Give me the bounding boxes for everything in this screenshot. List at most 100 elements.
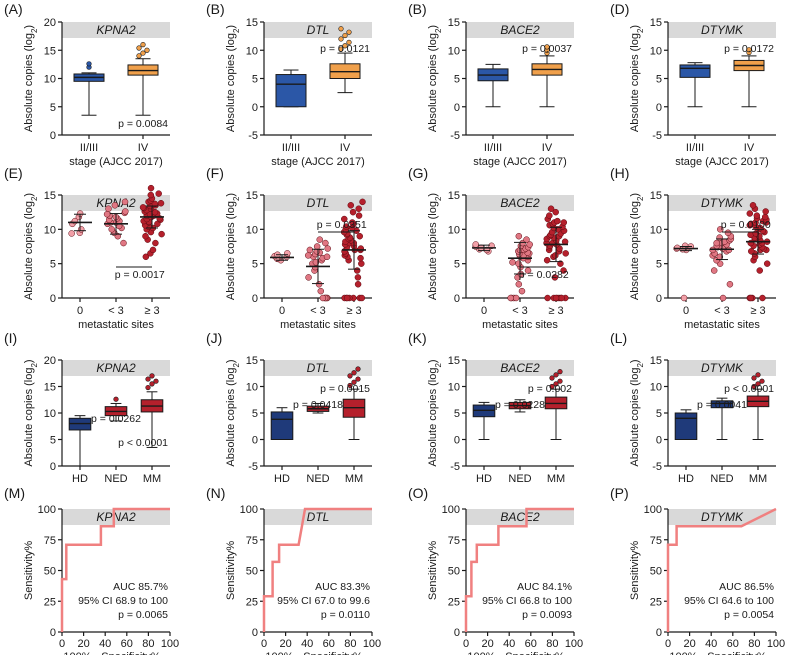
box-ned bbox=[306, 402, 330, 414]
outlier-point bbox=[759, 378, 765, 384]
x-tick-label: II/III bbox=[80, 142, 98, 154]
x-tick-label: MM bbox=[345, 473, 363, 485]
gene-name: DTL bbox=[307, 196, 330, 210]
y-tick-label: 0 bbox=[656, 293, 662, 305]
data-point bbox=[749, 202, 757, 209]
x-tick-label: 100 bbox=[767, 638, 785, 650]
x-tick-label: HD bbox=[678, 473, 694, 485]
y-tick-label: 15 bbox=[44, 190, 56, 202]
y-tick-label: 0 bbox=[50, 293, 56, 305]
data-point bbox=[512, 294, 520, 302]
p-value: p = 0.0121 bbox=[320, 43, 370, 55]
data-point bbox=[322, 239, 329, 247]
panel-label: (M) bbox=[4, 485, 25, 501]
data-point bbox=[357, 254, 364, 262]
outlier-point bbox=[355, 376, 361, 382]
dots-0 bbox=[472, 241, 496, 255]
data-point bbox=[355, 205, 362, 212]
dots-2 bbox=[746, 202, 771, 302]
panel-e: (E)KPNA2051015Absolute copies (log2)0< 3… bbox=[4, 165, 170, 331]
data-point bbox=[316, 236, 323, 243]
data-point bbox=[142, 253, 150, 261]
y-tick-label: 0 bbox=[252, 293, 258, 305]
outlier-point bbox=[140, 50, 146, 56]
panel-l: (L) DTYMK -5 0 5 10 15 Absolute copies (log2) HD… bbox=[610, 330, 776, 485]
x-tick-label: MM bbox=[143, 473, 161, 485]
y-tick-label: 5 bbox=[656, 74, 662, 86]
gene-name: BACE2 bbox=[500, 361, 540, 375]
x-tick-label: < 3 bbox=[310, 305, 326, 317]
gene-name: DTYMK bbox=[701, 361, 744, 375]
data-point bbox=[147, 191, 155, 199]
x-tick-label: 80 bbox=[344, 638, 356, 650]
panel-label: (O) bbox=[408, 485, 428, 501]
data-point bbox=[142, 232, 149, 240]
p-value: p = 0.0172 bbox=[724, 43, 774, 55]
box-body bbox=[270, 411, 294, 441]
x-tick-label: 0 bbox=[77, 305, 83, 317]
y-tick-label: 10 bbox=[650, 382, 662, 394]
outlier-point bbox=[145, 376, 151, 382]
data-point bbox=[524, 267, 532, 274]
data-point bbox=[547, 205, 555, 212]
panel-label: (H) bbox=[610, 165, 629, 181]
x-tick-label: II/III bbox=[484, 142, 502, 154]
y-axis-label: Absolute copies (log2) bbox=[427, 193, 443, 300]
box-iv bbox=[329, 26, 361, 94]
dots-2 bbox=[139, 184, 165, 261]
x-tick-label: MM bbox=[547, 473, 565, 485]
data-point bbox=[747, 294, 755, 302]
data-point bbox=[105, 205, 112, 212]
y-tick-label: 0 bbox=[252, 435, 258, 447]
y-tick-label: 10 bbox=[44, 74, 56, 86]
y-tick-label: 100 bbox=[442, 504, 460, 516]
x-tick-label: 100 bbox=[161, 638, 179, 650]
panel-label: (B) bbox=[206, 1, 225, 17]
data-point bbox=[552, 294, 560, 302]
outlier-point bbox=[145, 384, 151, 391]
data-point bbox=[546, 212, 553, 219]
data-point bbox=[748, 248, 755, 255]
x-tick-label: IV bbox=[744, 142, 755, 154]
data-point bbox=[554, 217, 561, 225]
y-axis-label: Sensitivity% bbox=[629, 541, 641, 601]
data-point bbox=[358, 260, 365, 267]
y-tick-label: 15 bbox=[650, 190, 662, 202]
gene-strip bbox=[264, 195, 372, 211]
p-value: p = 0.0282 bbox=[519, 269, 569, 281]
y-tick-label: 10 bbox=[246, 45, 258, 57]
gene-name: DTYMK bbox=[701, 510, 744, 524]
y-axis-label: Absolute copies (log2) bbox=[23, 25, 39, 132]
data-point bbox=[724, 229, 732, 237]
panel-f: (F) DTL 0 5 10 15 Absolute copies (log2) 0 < 3 ≥ … bbox=[206, 165, 372, 331]
outlier-point bbox=[342, 43, 348, 49]
data-point bbox=[509, 259, 516, 266]
panel-d: (D) DTYMK -5 0 5 10 15 Absolute copies (log2) II… bbox=[610, 1, 776, 168]
y-axis-label: Absolute copies (log2) bbox=[23, 193, 39, 300]
data-point bbox=[157, 199, 165, 207]
y-axis-label: Absolute copies (log2) bbox=[629, 359, 645, 466]
data-point bbox=[756, 267, 763, 274]
y-tick-label: 10 bbox=[650, 224, 662, 236]
x-tick-label: NED bbox=[710, 473, 733, 485]
panel-label: (J) bbox=[206, 330, 222, 346]
roc-annotation: 95% CI 66.8 to 100 bbox=[482, 595, 572, 607]
x-tick-label: 40 bbox=[503, 638, 515, 650]
outlier-point bbox=[549, 383, 555, 390]
data-point bbox=[552, 252, 559, 259]
box-ned bbox=[104, 396, 128, 422]
p-value: p = 0.0228 bbox=[495, 399, 545, 411]
dots-0 bbox=[270, 250, 294, 264]
outlier-point bbox=[136, 45, 142, 51]
data-point bbox=[152, 239, 159, 247]
outlier-point bbox=[351, 379, 357, 385]
gene-name: KPNA2 bbox=[96, 361, 136, 375]
box-mm bbox=[140, 373, 164, 448]
x-axis-label: metastatic sites bbox=[482, 319, 558, 331]
y-tick-label: 5 bbox=[656, 259, 662, 271]
y-tick-label: 5 bbox=[656, 408, 662, 420]
y-axis-label: Absolute copies (log2) bbox=[427, 25, 443, 132]
panel-label: (I) bbox=[4, 330, 17, 346]
outlier-point bbox=[557, 369, 563, 375]
